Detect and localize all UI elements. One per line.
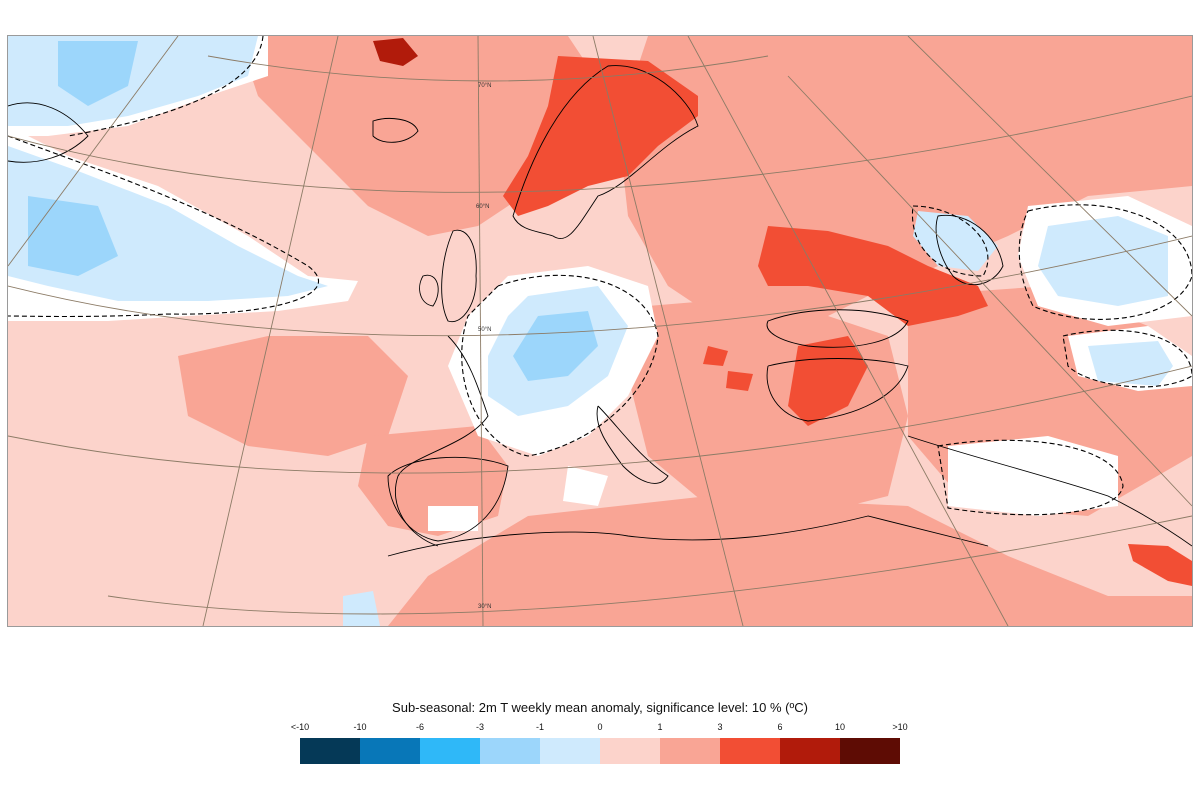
coastline-ireland [419, 274, 439, 307]
parallel-40n [8, 365, 1192, 474]
coastline-italy [596, 405, 669, 484]
parallel-50n [8, 235, 1192, 337]
legend-title: Sub-seasonal: 2m T weekly mean anomaly, … [392, 700, 808, 715]
legend-swatch [600, 738, 660, 764]
legend-tick-label: -3 [475, 722, 485, 732]
legend-swatch [480, 738, 540, 764]
legend-swatch [300, 738, 360, 764]
strong-warm-ukraine [758, 226, 988, 326]
legend-tick-label: 10 [834, 722, 846, 732]
legend-swatch [840, 738, 900, 764]
coastline-iceland [372, 118, 419, 143]
cold-area-greenland-core [58, 41, 138, 106]
strong-warm-balkan-1 [703, 346, 728, 366]
no-signal-middle-east [948, 436, 1118, 516]
legend-tick-label: -1 [535, 722, 545, 732]
cold-area-france-core [513, 311, 598, 381]
graticule [8, 36, 1192, 626]
legend-tick-label: -6 [415, 722, 425, 732]
coastline-iberia [387, 456, 509, 542]
legend-tick-label: 1 [657, 722, 663, 732]
strong-warm-arabia [1128, 544, 1192, 586]
strong-warm-areas [503, 56, 1192, 586]
no-signal-morocco [428, 506, 478, 531]
very-strong-warm-svalbard [373, 38, 418, 66]
legend-swatch [720, 738, 780, 764]
warm-area-mid-atlantic [178, 336, 408, 456]
contour-middle-east [937, 439, 1124, 516]
contour-caspian-west [911, 205, 989, 277]
coastline-africa-north [387, 515, 989, 557]
legend-swatch [420, 738, 480, 764]
cold-area-caspian [1038, 216, 1168, 306]
strong-warm-balkan-2 [726, 371, 753, 391]
legend-tick-label: 0 [597, 722, 603, 732]
coastlines [8, 65, 1192, 557]
anomaly-map-panel: 70°N 60°N 50°N 30°N [7, 35, 1193, 627]
parallel-60n [8, 95, 1192, 193]
contour-central-europe [461, 274, 659, 457]
legend-tick-label: -10 [353, 722, 367, 732]
contour-caspian [1018, 204, 1192, 320]
legend-tick-label: >10 [892, 722, 908, 732]
meridian-east-4 [907, 36, 1192, 317]
coastline-greenland [8, 102, 89, 163]
coastline-middle-east [907, 435, 1192, 547]
coastline-europe-west [394, 335, 489, 547]
anomaly-map: 70°N 60°N 50°N 30°N [8, 36, 1192, 626]
parallel-30n [107, 515, 1192, 615]
legend-tick-labels: <-10 -10 -6 -3 -1 0 1 3 6 10 >10 [270, 722, 930, 736]
legend-swatch [540, 738, 600, 764]
legend-swatch [360, 738, 420, 764]
coastline-scandinavia [512, 65, 699, 239]
meridian-east-3 [787, 75, 1192, 507]
meridian-center [477, 36, 484, 626]
coastline-anatolia [766, 358, 909, 422]
lat-label-70n: 70°N [478, 83, 491, 89]
legend-tick-label: 6 [777, 722, 783, 732]
coastline-uk [441, 229, 477, 323]
legend-tick-label: <-10 [290, 722, 310, 732]
legend-swatch [780, 738, 840, 764]
contour-greenland [67, 36, 264, 137]
contour-levant [1062, 329, 1192, 388]
meridian-west-2 [202, 36, 339, 626]
meridian-east-1 [592, 36, 744, 626]
cold-anomaly-areas [8, 36, 1173, 626]
parallel-70n [207, 55, 769, 82]
lat-label-30n: 30°N [478, 604, 491, 610]
meridian-east-2 [687, 36, 1009, 626]
lat-label-60n: 60°N [476, 204, 489, 210]
cold-area-levant [1088, 341, 1173, 386]
cold-area-atlantic-core [28, 196, 118, 276]
legend-swatch [660, 738, 720, 764]
significance-contours [8, 36, 1192, 516]
no-signal-italy [563, 466, 608, 506]
strong-warm-scandinavia [503, 56, 698, 216]
lat-label-50n: 50°N [478, 327, 491, 333]
legend-tick-label: 3 [717, 722, 723, 732]
legend-color-bar [300, 738, 900, 764]
coastline-black-sea [766, 309, 909, 348]
warm-area-north-africa [388, 496, 1192, 626]
cold-area-morocco [343, 591, 380, 626]
meridian-west-1 [8, 36, 179, 267]
